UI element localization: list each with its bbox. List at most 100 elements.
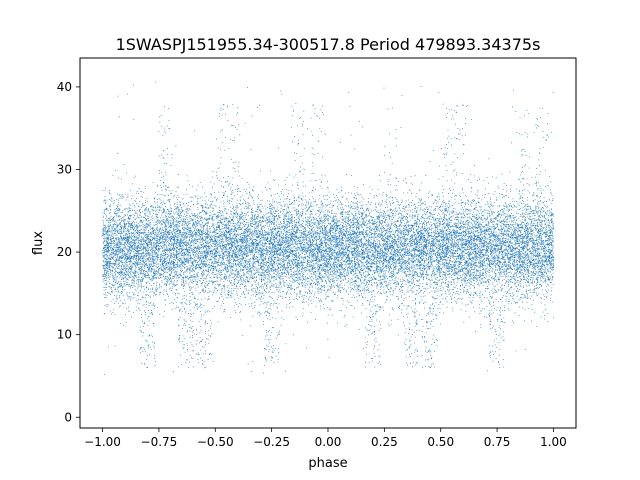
data-point xyxy=(533,219,535,221)
data-point xyxy=(141,266,143,268)
data-point xyxy=(502,208,504,210)
data-point xyxy=(490,328,492,329)
data-point xyxy=(346,253,347,255)
data-point xyxy=(196,225,197,227)
data-point xyxy=(536,287,538,288)
data-point xyxy=(412,236,413,238)
data-point xyxy=(156,256,157,257)
data-point xyxy=(457,231,458,233)
data-point xyxy=(331,211,332,213)
data-point xyxy=(416,231,417,233)
data-point xyxy=(153,229,154,231)
data-point xyxy=(235,263,237,265)
data-point xyxy=(210,203,212,205)
data-point xyxy=(342,212,344,214)
data-point xyxy=(216,249,218,251)
data-point xyxy=(335,225,337,227)
data-point xyxy=(291,261,293,263)
data-point xyxy=(357,227,359,229)
data-point xyxy=(508,244,510,246)
data-point xyxy=(401,268,403,269)
data-point xyxy=(462,224,464,225)
data-point xyxy=(415,238,417,240)
data-point xyxy=(191,270,193,272)
data-point xyxy=(354,285,355,287)
data-point xyxy=(316,244,318,246)
data-point xyxy=(492,350,494,352)
data-point xyxy=(432,194,434,196)
data-point xyxy=(108,267,110,269)
data-point xyxy=(308,244,310,245)
data-point xyxy=(186,215,187,217)
data-point xyxy=(342,218,344,220)
data-point xyxy=(228,228,230,230)
data-point xyxy=(266,262,268,263)
data-point xyxy=(209,206,211,208)
data-point xyxy=(149,211,151,213)
data-point xyxy=(179,231,181,233)
data-point xyxy=(368,254,370,256)
data-point xyxy=(195,238,197,240)
data-point xyxy=(332,253,333,255)
data-point xyxy=(528,241,530,243)
data-point xyxy=(235,223,237,224)
data-point xyxy=(204,211,205,213)
data-point xyxy=(303,203,305,205)
data-point xyxy=(188,231,190,233)
data-point xyxy=(330,309,332,311)
data-point xyxy=(302,211,304,213)
data-point xyxy=(357,263,359,265)
data-point xyxy=(442,262,444,264)
data-point xyxy=(370,246,372,247)
data-point xyxy=(526,259,528,260)
data-point xyxy=(184,253,186,255)
data-point xyxy=(118,259,120,261)
data-point xyxy=(212,234,214,236)
data-point xyxy=(372,313,373,315)
data-point xyxy=(189,296,191,297)
data-point xyxy=(524,216,525,217)
data-point xyxy=(327,209,329,211)
data-point xyxy=(344,234,345,236)
data-point xyxy=(253,215,255,217)
data-point xyxy=(457,263,459,265)
data-point xyxy=(388,262,390,264)
data-point xyxy=(532,225,534,226)
data-point xyxy=(451,236,453,238)
data-point xyxy=(386,225,388,227)
data-point xyxy=(208,222,209,224)
data-point xyxy=(213,268,215,270)
data-point xyxy=(224,226,226,228)
data-point xyxy=(448,274,450,275)
data-point xyxy=(528,290,529,291)
data-point xyxy=(230,186,232,188)
data-point xyxy=(441,285,442,287)
data-point xyxy=(265,253,267,254)
data-point xyxy=(345,290,347,291)
data-point xyxy=(410,344,412,346)
data-point xyxy=(526,256,528,258)
data-point xyxy=(450,233,452,235)
data-point xyxy=(468,243,469,245)
data-point xyxy=(235,161,237,163)
data-point xyxy=(278,234,280,236)
data-point xyxy=(274,258,276,260)
data-point xyxy=(104,256,105,258)
data-point xyxy=(366,227,368,228)
data-point xyxy=(455,225,457,226)
data-point xyxy=(343,261,345,263)
data-point xyxy=(253,243,255,245)
data-point xyxy=(374,220,376,222)
data-point xyxy=(145,228,147,230)
data-point xyxy=(296,210,298,212)
data-point xyxy=(550,261,552,263)
data-point xyxy=(201,233,203,235)
data-point xyxy=(258,282,259,284)
data-point xyxy=(430,255,432,257)
data-point xyxy=(506,224,508,225)
data-point xyxy=(430,213,432,215)
data-point xyxy=(415,364,417,366)
data-point xyxy=(373,257,375,259)
data-point xyxy=(419,241,421,243)
data-point xyxy=(425,175,427,176)
